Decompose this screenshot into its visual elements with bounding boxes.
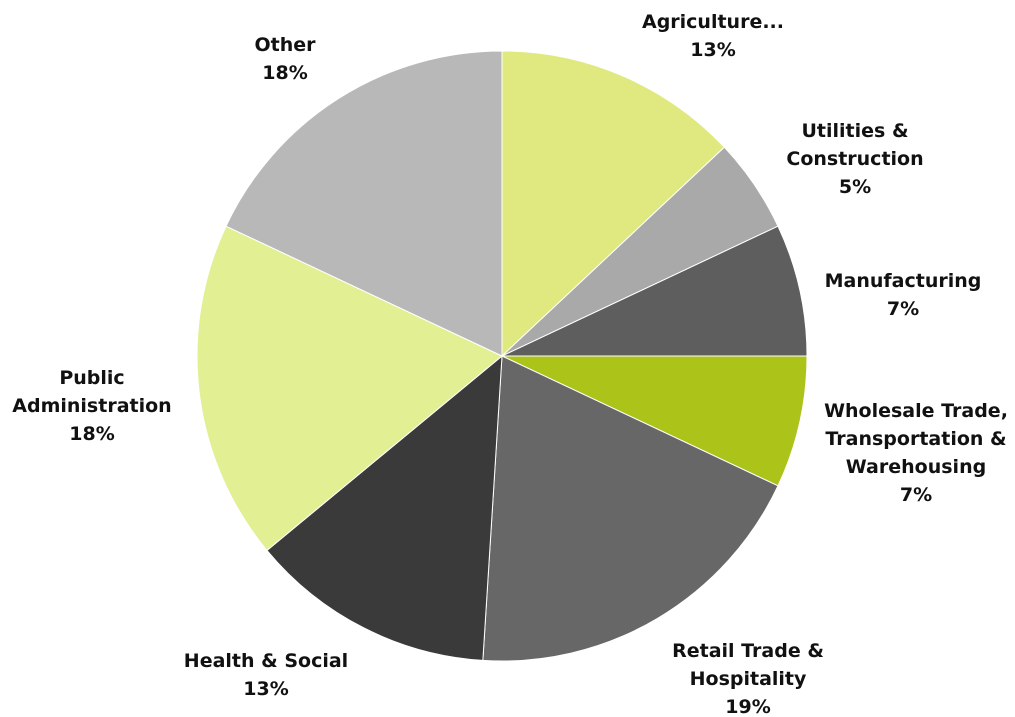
pie-slice-wholesale-trade-transportation-warehousing <box>501 355 808 487</box>
pie-category-label: Warehousing <box>846 456 986 478</box>
pie-category-label: Wholesale Trade, <box>824 400 1008 422</box>
pie-slice-agriculture <box>501 50 726 358</box>
pie-slice-manufacturing <box>501 225 808 357</box>
pie-value-label: 7% <box>900 484 932 506</box>
pie-label-public-administration: Public Administration 18% <box>12 367 171 445</box>
pie-label-other: Other 18% <box>254 34 316 84</box>
pie-category-label: Construction <box>786 148 923 170</box>
slices-layer <box>196 50 808 662</box>
pie-value-label: 19% <box>725 696 770 717</box>
pie-value-label: 13% <box>690 39 735 61</box>
pie-category-label: Public <box>59 367 124 389</box>
pie-label-agriculture: Agriculture... 13% <box>642 11 784 61</box>
pie-label-health-social: Health & Social 13% <box>184 650 348 700</box>
pie-slice-other <box>225 50 503 357</box>
pie-label-wholesale-trade-transportation-warehousing: Wholesale Trade, Transportation & Warehous… <box>824 400 1008 506</box>
pie-category-label: Transportation & <box>825 428 1006 450</box>
pie-value-label: 5% <box>839 176 871 198</box>
pie-category-label: Utilities & <box>801 120 908 142</box>
pie-label-manufacturing: Manufacturing 7% <box>825 270 982 320</box>
pie-label-retail-trade-hospitality: Retail Trade & Hospitality 19% <box>672 640 824 717</box>
pie-category-label: Administration <box>12 395 171 417</box>
pie-category-label: Hospitality <box>690 668 807 690</box>
pie-value-label: 18% <box>69 423 114 445</box>
pie-category-label: Manufacturing <box>825 270 982 292</box>
pie-category-label: Retail Trade & <box>672 640 824 662</box>
pie-slice-retail-trade-hospitality <box>482 355 779 662</box>
pie-label-utilities-construction: Utilities & Construction 5% <box>786 120 923 198</box>
pie-value-label: 7% <box>887 298 919 320</box>
labels-layer: Agriculture... 13% Utilities & Construction… <box>12 11 1008 717</box>
pie-value-label: 18% <box>262 62 307 84</box>
pie-slice-health-social <box>266 354 503 661</box>
pie-category-label: Agriculture... <box>642 11 784 33</box>
pie-category-label: Other <box>254 34 316 56</box>
pie-value-label: 13% <box>243 678 288 700</box>
pie-slice-public-administration <box>196 225 503 552</box>
pie-category-label: Health & Social <box>184 650 348 672</box>
